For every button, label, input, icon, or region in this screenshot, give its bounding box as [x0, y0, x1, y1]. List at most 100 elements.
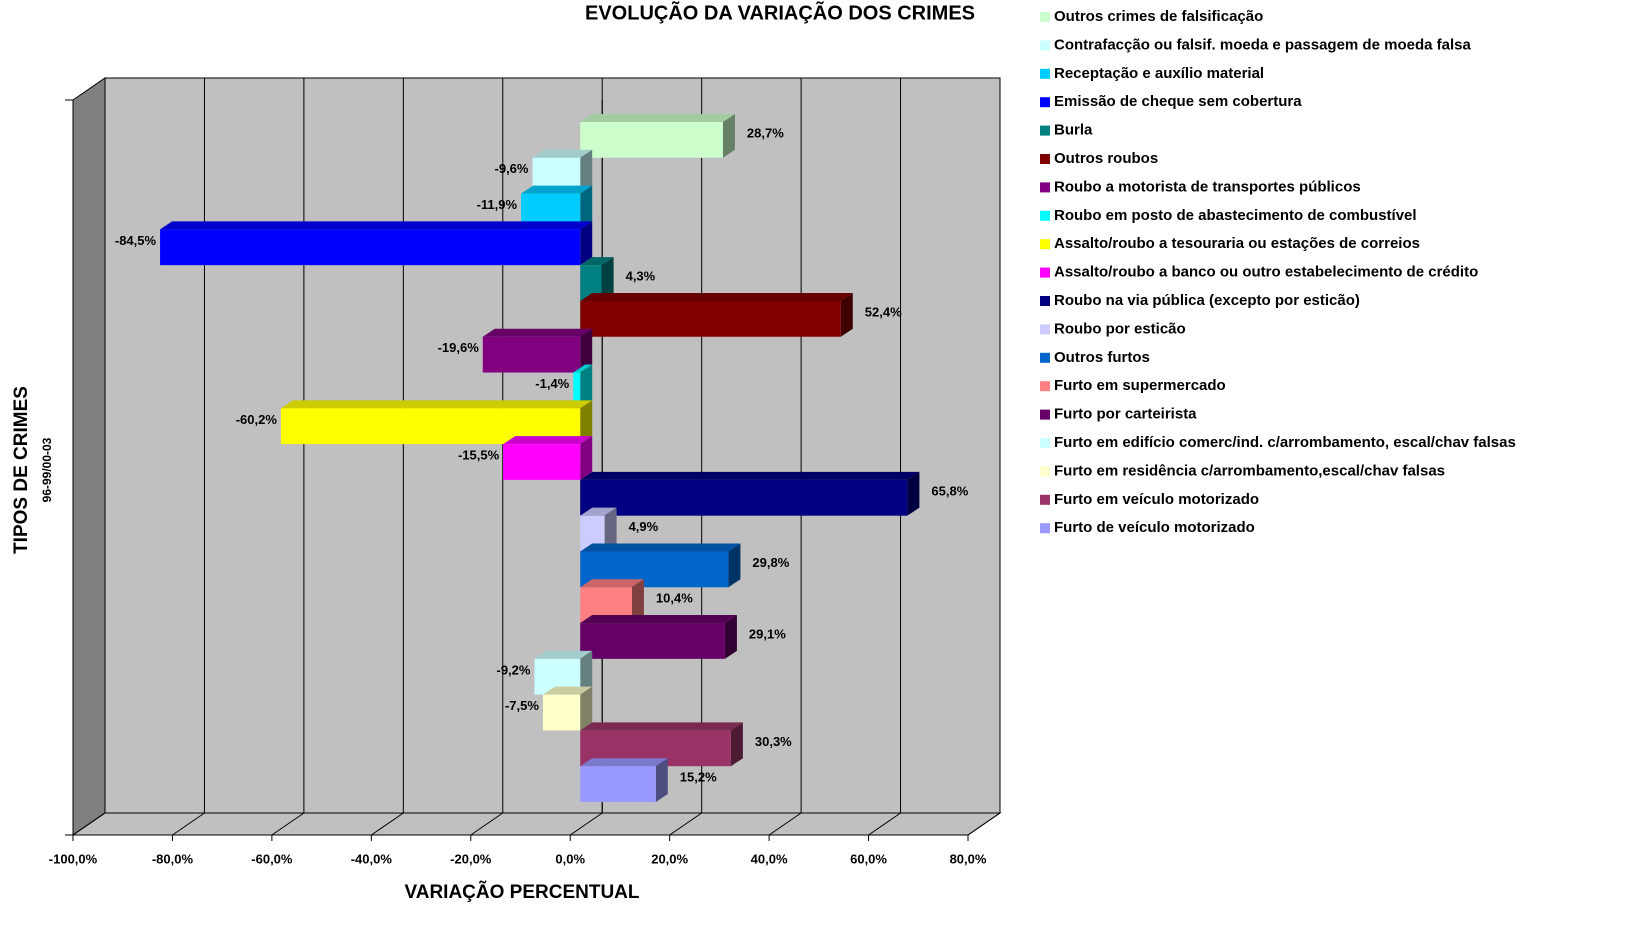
bar-side: [580, 686, 593, 731]
legend-label: Assalto/roubo a banco ou outro estabelec…: [1054, 264, 1478, 281]
x-axis-label: VARIAÇÃO PERCENTUAL: [404, 881, 639, 903]
bar-top: [580, 543, 741, 552]
bar: [482, 336, 581, 373]
legend-label: Furto em residência c/arrombamento,escal…: [1054, 462, 1445, 479]
legend-label: Burla: [1054, 122, 1093, 139]
x-tick-label: 80,0%: [950, 851, 987, 866]
legend-swatch: [1040, 182, 1050, 193]
value-label: 52,4%: [865, 304, 902, 319]
floor-grid-line: [470, 812, 504, 836]
bar-side: [604, 507, 617, 552]
floor-grid-line: [768, 812, 802, 836]
value-label: -1,4%: [535, 376, 569, 391]
bar-side: [655, 758, 668, 802]
bar: [160, 229, 581, 266]
legend-swatch: [1040, 352, 1050, 363]
legend-label: Outros crimes de falsificação: [1054, 8, 1263, 25]
floor-grid-line: [569, 812, 603, 836]
bar-side: [724, 615, 737, 659]
bar: [580, 122, 723, 158]
bar-top: [580, 292, 853, 301]
legend-label: Outros furtos: [1054, 349, 1150, 366]
legend-label: Roubo na via pública (excepto por esticã…: [1054, 292, 1360, 309]
bar-top: [580, 114, 735, 122]
legend-swatch: [1040, 12, 1050, 22]
x-tick-label: 0,0%: [555, 851, 585, 866]
side-wall: [72, 77, 106, 836]
y-axis-label: TIPOS DE CRIMES: [11, 386, 32, 554]
bar-top: [580, 579, 644, 588]
bar-side: [580, 185, 593, 230]
legend-swatch: [1040, 494, 1050, 505]
value-label: -60,2%: [236, 412, 278, 427]
bar-side: [580, 221, 593, 266]
value-label: 4,3%: [626, 269, 656, 284]
bar-top: [580, 257, 614, 266]
value-label: -7,5%: [505, 698, 539, 713]
x-tick-label: 20,0%: [651, 851, 688, 866]
bar-side: [907, 471, 920, 516]
floor: [71, 812, 1002, 836]
bar-side: [601, 257, 614, 301]
bar-side: [580, 149, 593, 194]
value-label: 29,8%: [752, 555, 789, 570]
legend-swatch: [1040, 296, 1050, 306]
value-label: -11,9%: [477, 197, 518, 212]
bar: [580, 623, 725, 659]
value-label: 15,2%: [680, 770, 717, 785]
legend-swatch: [1040, 40, 1050, 51]
bar: [580, 766, 656, 802]
bar: [573, 372, 581, 409]
legend-swatch: [1040, 125, 1050, 136]
bar-top: [280, 400, 593, 409]
legend-swatch: [1040, 239, 1050, 250]
bar-top: [542, 686, 593, 695]
floor-grid-line: [271, 812, 305, 836]
bar-side: [580, 328, 593, 373]
bar-top: [580, 722, 743, 731]
bar-side: [722, 114, 735, 158]
legend-swatch: [1040, 267, 1050, 278]
bar-side: [580, 650, 593, 695]
x-tick-label: -100,0%: [49, 851, 98, 866]
value-label: -9,6%: [495, 161, 529, 176]
bar-top: [521, 185, 593, 194]
value-label: -9,2%: [497, 662, 531, 677]
value-label: 4,9%: [629, 519, 659, 534]
bar-side: [580, 436, 593, 480]
legend-label: Roubo a motorista de transportes público…: [1054, 178, 1361, 195]
legend-label: Contrafacção ou falsif. moeda e passagem…: [1054, 36, 1471, 53]
value-label: 28,7%: [747, 125, 784, 140]
chart-title: EVOLUÇÃO DA VARIAÇÃO DOS CRIMES: [585, 1, 975, 24]
bar-top: [580, 507, 617, 516]
legend-label: Furto por carteirista: [1054, 406, 1197, 423]
legend-label: Furto em veículo motorizado: [1054, 491, 1259, 508]
legend-swatch: [1040, 154, 1050, 164]
value-label: -15,5%: [458, 448, 500, 463]
bar-side: [631, 579, 644, 624]
legend-label: Furto em supermercado: [1054, 377, 1226, 394]
x-tick-label: -60,0%: [251, 851, 293, 866]
value-label: 29,1%: [749, 626, 786, 641]
bar-side: [840, 292, 853, 337]
bar: [542, 694, 581, 731]
bar-side: [730, 722, 743, 767]
legend-swatch: [1040, 97, 1050, 108]
bar-side: [728, 543, 741, 588]
bar-top: [573, 364, 593, 373]
legend-swatch: [1040, 324, 1050, 335]
value-label: 65,8%: [931, 483, 968, 498]
bar: [580, 300, 841, 337]
x-tick-label: -40,0%: [351, 851, 393, 866]
y-axis-sublabel: 96-99/00-03: [40, 437, 54, 502]
legend-swatch: [1040, 438, 1050, 448]
x-tick-label: -80,0%: [152, 851, 194, 866]
legend-label: Assalto/roubo a tesouraria ou estações d…: [1054, 235, 1420, 252]
x-tick-label: 60,0%: [850, 851, 887, 866]
floor-grid-line: [967, 812, 1001, 836]
bar-top: [503, 436, 593, 445]
bar-top: [580, 615, 737, 624]
legend-label: Furto em edifício comerc/ind. c/arrombam…: [1054, 434, 1516, 451]
bar-top: [580, 758, 668, 767]
